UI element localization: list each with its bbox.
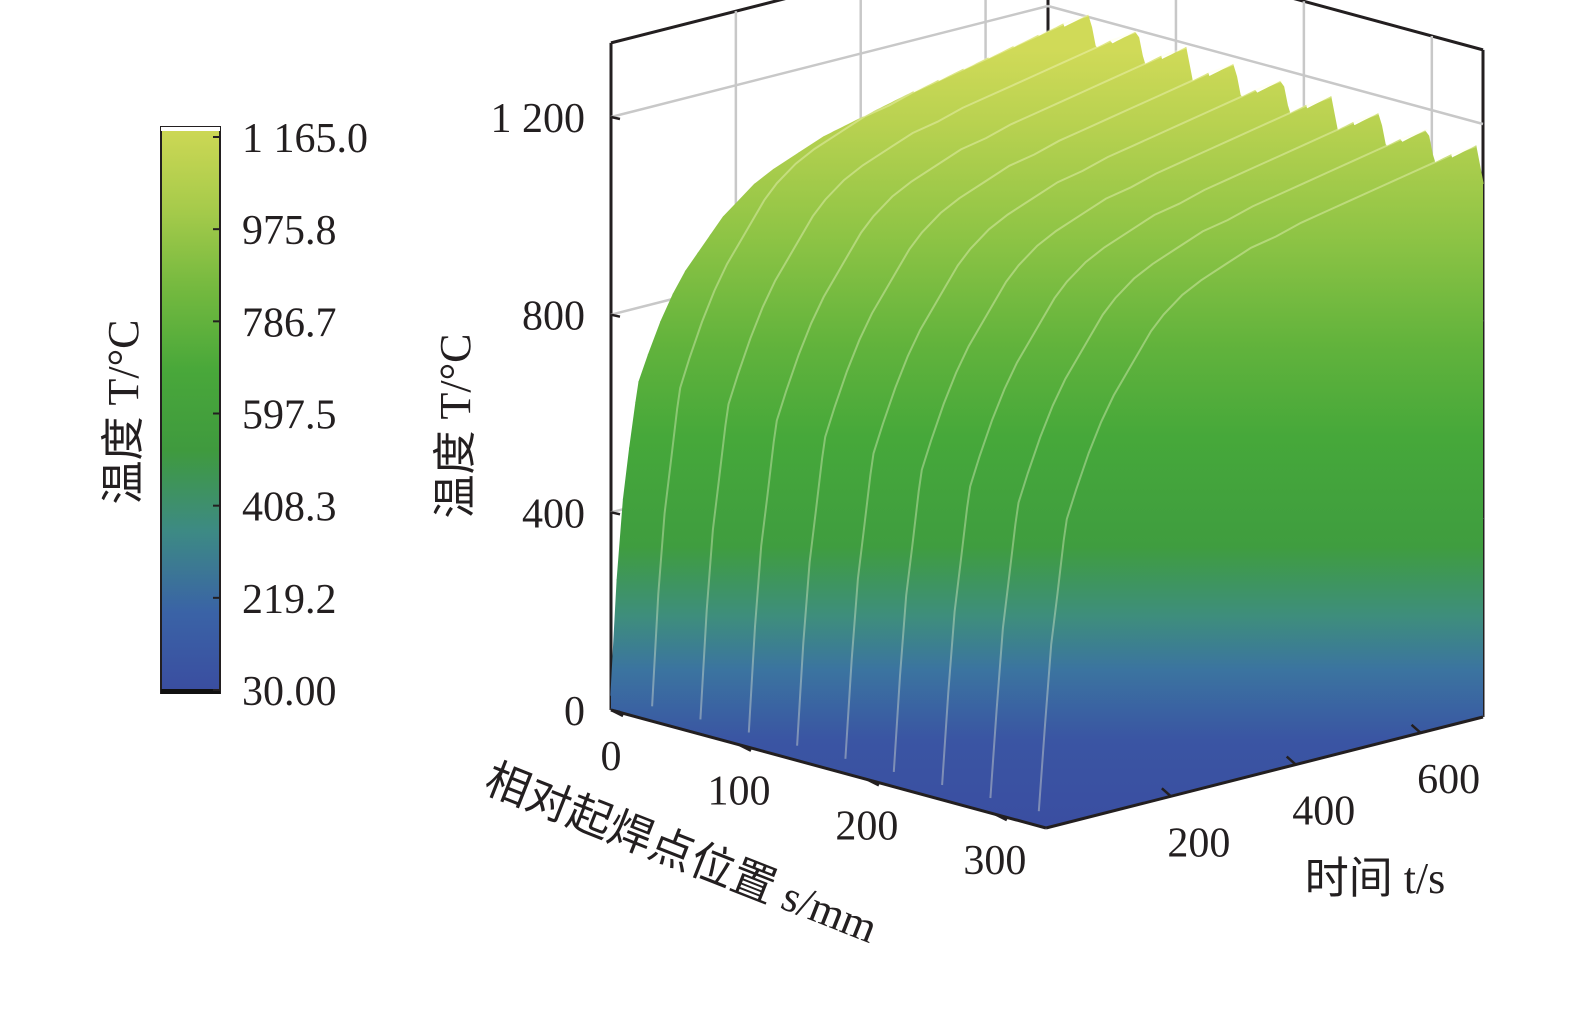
surface-ridge [989, 128, 1428, 799]
y-tick-label: 600 [1417, 757, 1480, 803]
y-axis-ticks: 200 400 600 [1161, 723, 1480, 866]
colorbar-tick-label: 408.3 [242, 485, 337, 531]
surface-ridge [651, 14, 1090, 707]
z-tick [610, 115, 621, 121]
z-tick-label: 800 [522, 294, 585, 340]
colorbar-tick-label: 786.7 [242, 300, 337, 346]
surface-ridge [844, 79, 1283, 759]
z-tick [610, 511, 621, 516]
colorbar-ticks: 1 165.0 975.8 786.7 597.5 408.3 219.2 30.00 [213, 116, 368, 715]
surface-ridge [747, 46, 1187, 733]
temperature-surface [610, 14, 1484, 829]
z-tick [610, 313, 621, 318]
colorbar-tick-label: 1 165.0 [242, 116, 368, 162]
x-tick [738, 743, 752, 752]
gridline-back-z [1047, 4, 1484, 126]
z-tick-label: 1 200 [491, 96, 586, 142]
colorbar-tick-label: 975.8 [242, 208, 337, 254]
gridline-left-z [610, 4, 1049, 119]
colorbar-label: 温度 T/°C [99, 319, 148, 504]
y-tick [1161, 787, 1172, 798]
colorbar-tick-label: 219.2 [242, 577, 337, 623]
z-tick-label: 400 [522, 491, 585, 537]
x-tick-label: 0 [601, 734, 622, 780]
x-tick-label: 100 [707, 769, 770, 815]
front-edges [610, 708, 1484, 830]
colorbar: 1 165.0 975.8 786.7 597.5 408.3 219.2 30.00 温度… [99, 116, 368, 715]
z-tick-label: 0 [564, 689, 585, 735]
surface-ridge [892, 96, 1332, 772]
z-axis-ticks: 0 400 800 1 200 [491, 96, 621, 735]
colorbar-tick-label: 597.5 [242, 393, 337, 439]
x-tick [610, 708, 624, 718]
y-axis-label: 时间 t/s [1305, 854, 1446, 903]
x-axis-ticks: 0 100 200 300 [601, 708, 1026, 884]
colorbar-fill [160, 126, 221, 694]
surface-ridge [796, 63, 1235, 746]
x-axis-label: 相对起焊点位置 s/mm [478, 754, 884, 952]
y-tick [1285, 755, 1297, 766]
x-tick-label: 300 [963, 838, 1026, 884]
surface-ridge [1037, 145, 1477, 812]
colorbar-bottom-cap [161, 689, 220, 694]
colorbar-tick-label: 30.00 [242, 669, 337, 715]
surface-ridge [699, 30, 1138, 720]
front-edge [1045, 715, 1484, 830]
x-tick [866, 778, 880, 787]
surface-side-face [1046, 183, 1483, 829]
y-tick-label: 200 [1167, 820, 1230, 866]
box-edge [1293, 0, 1484, 52]
x-tick-label: 200 [835, 803, 898, 849]
box-edge [610, 0, 786, 45]
surface-front-face [611, 695, 1046, 828]
front-edge [610, 708, 1047, 830]
y-tick-label: 400 [1292, 789, 1355, 835]
colorbar-top-cap [161, 127, 220, 131]
surface-ridge [941, 112, 1380, 786]
y-tick [1410, 723, 1422, 734]
x-tick [994, 812, 1008, 822]
z-axis-label: 温度 T/°C [431, 333, 480, 518]
